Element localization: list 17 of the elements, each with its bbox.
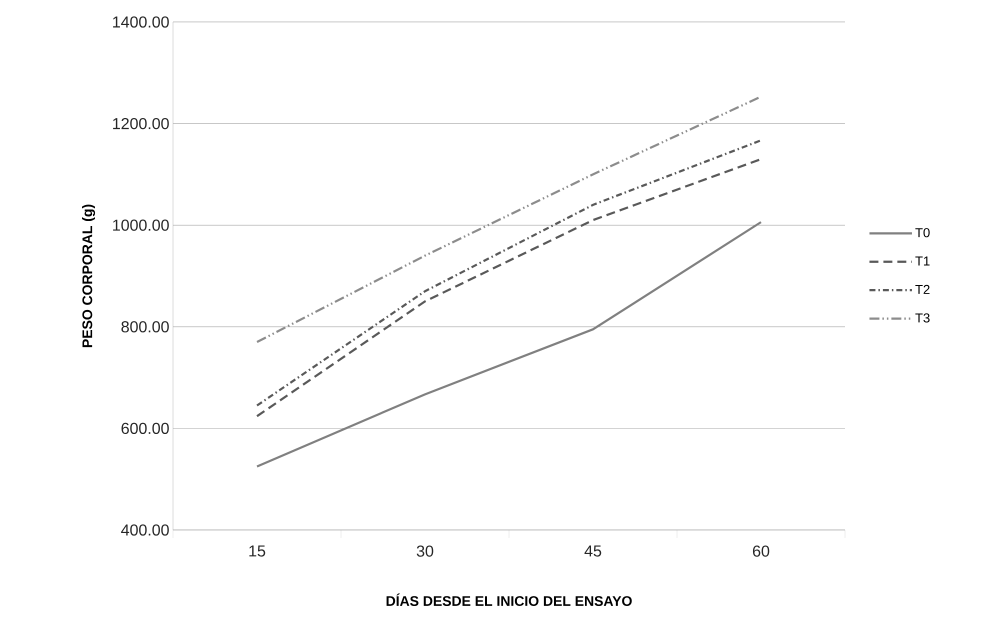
- y-tick-label: 1400.00: [113, 16, 169, 28]
- y-tick-label: 1000.00: [113, 220, 169, 231]
- x-tick-label: 45: [584, 545, 602, 557]
- legend-label: T1: [915, 256, 930, 266]
- legend-label: T3: [915, 313, 930, 323]
- x-tick-label: 15: [249, 545, 266, 557]
- y-tick-label: 600.00: [122, 422, 169, 434]
- x-tick-label: 30: [416, 545, 434, 557]
- y-tick-label: 1200.00: [113, 118, 169, 130]
- x-tick-label: 60: [752, 545, 770, 557]
- y-tick-label: 400.00: [121, 524, 169, 536]
- y-axis-title: PESO CORPORAL (g): [82, 204, 96, 348]
- legend-label: T2: [915, 284, 930, 294]
- x-axis-title: DÍAS DESDE EL INICIO DEL ENSAYO: [386, 593, 632, 606]
- line-series: [256, 221, 762, 468]
- y-tick-label: 800.00: [121, 321, 169, 332]
- legend-label: T0: [915, 228, 930, 238]
